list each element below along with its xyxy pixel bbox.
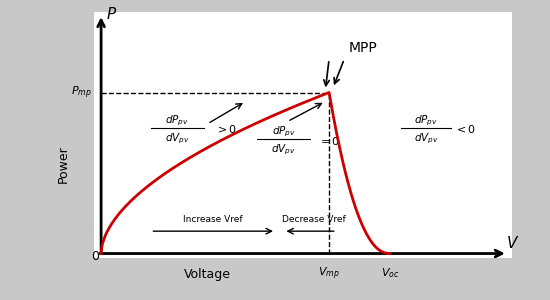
Text: $dV_{pv}$: $dV_{pv}$	[165, 131, 189, 146]
Text: $dV_{pv}$: $dV_{pv}$	[271, 142, 296, 157]
Text: MPP: MPP	[349, 41, 378, 55]
Text: $P_{mp}$: $P_{mp}$	[71, 84, 92, 101]
Text: $= 0$: $= 0$	[318, 135, 340, 147]
Text: $dP_{pv}$: $dP_{pv}$	[272, 124, 295, 139]
Text: $> 0$: $> 0$	[215, 123, 237, 135]
Text: Power: Power	[57, 145, 70, 183]
Text: V: V	[507, 236, 516, 251]
Text: $V_{oc}$: $V_{oc}$	[381, 266, 399, 280]
Text: P: P	[107, 7, 116, 22]
Text: $V_{mp}$: $V_{mp}$	[318, 266, 340, 282]
Text: Voltage: Voltage	[184, 268, 231, 281]
Text: $dP_{pv}$: $dP_{pv}$	[165, 113, 189, 128]
Text: Decrease Vref: Decrease Vref	[282, 215, 346, 224]
Text: 0: 0	[91, 250, 100, 263]
Text: Increase Vref: Increase Vref	[183, 215, 243, 224]
Text: $< 0$: $< 0$	[454, 123, 476, 135]
Text: $dP_{pv}$: $dP_{pv}$	[414, 113, 438, 128]
Text: $dV_{pv}$: $dV_{pv}$	[414, 131, 438, 146]
